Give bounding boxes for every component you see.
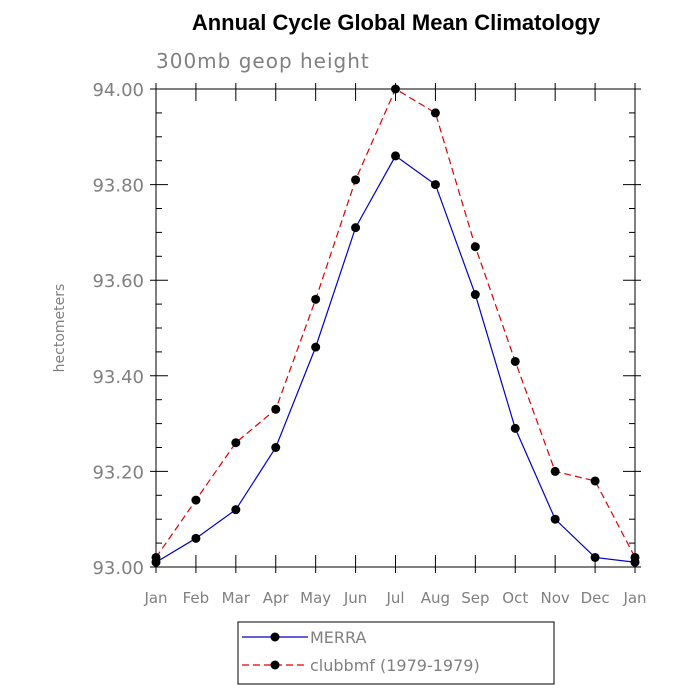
series-point: [191, 533, 201, 543]
y-tick-label: 93.00: [92, 558, 144, 579]
series-point: [470, 290, 480, 300]
y-tick-label: 94.00: [92, 80, 144, 101]
series-point: [590, 476, 600, 486]
y-tick-label: 93.20: [92, 462, 144, 483]
series-point: [351, 175, 361, 185]
series-line: [155, 155, 636, 563]
x-tick-label: Oct: [502, 589, 528, 607]
legend-marker: [270, 632, 280, 642]
x-tick-label: Aug: [421, 589, 450, 607]
series-point: [430, 180, 440, 190]
x-tick-label: Jun: [343, 589, 367, 607]
series-point: [550, 466, 560, 476]
x-tick-label: Sep: [461, 589, 489, 607]
x-tick-label: May: [300, 589, 331, 607]
y-tick-label: 93.80: [92, 176, 144, 197]
x-tick-label: Mar: [222, 589, 251, 607]
series-point: [191, 495, 201, 505]
axis-ticks: [150, 83, 641, 573]
y-tick-label: 93.60: [92, 271, 144, 292]
chart-subtitle: 300mb geop height: [156, 49, 370, 73]
legend-marker: [270, 660, 280, 670]
legend-entries: MERRA clubbmf (1979-1979): [242, 628, 480, 675]
series-point: [391, 84, 400, 94]
x-tick-label: Jan: [622, 589, 646, 607]
x-tick-label: Nov: [541, 589, 570, 607]
series-point: [430, 108, 440, 118]
series-point: [470, 242, 480, 252]
y-axis-label: hectometers: [52, 284, 68, 373]
y-tick-label: 93.40: [92, 367, 144, 388]
legend-box: [237, 621, 555, 685]
series-point: [311, 342, 321, 352]
series-point: [311, 294, 321, 304]
plot-frame: [155, 88, 636, 568]
x-tick-label: Jul: [385, 589, 404, 607]
series-point: [231, 438, 241, 448]
series-point: [231, 505, 241, 515]
series-layer: [151, 84, 640, 567]
series-point: [590, 552, 600, 562]
series-point: [510, 423, 520, 433]
x-tick-label: Feb: [183, 589, 210, 607]
series-point: [271, 404, 281, 414]
series-point: [151, 552, 161, 562]
series-point: [391, 151, 400, 161]
chart-title: Annual Cycle Global Mean Climatology: [192, 10, 601, 35]
series-point: [351, 223, 361, 233]
axis-tick-labels: 93.00 93.20 93.40 93.60 93.80 94.00 Jan Feb Mar A…: [92, 80, 646, 607]
x-tick-label: Apr: [263, 589, 290, 607]
legend-label: MERRA: [310, 628, 367, 647]
legend: MERRA clubbmf (1979-1979): [237, 621, 555, 685]
x-tick-label: Dec: [581, 589, 610, 607]
x-tick-label: Jan: [143, 589, 167, 607]
series-point: [550, 514, 560, 524]
legend-label: clubbmf (1979-1979): [310, 656, 480, 675]
series-point: [510, 356, 520, 366]
series-point: [630, 552, 640, 562]
series-point: [271, 443, 281, 452]
